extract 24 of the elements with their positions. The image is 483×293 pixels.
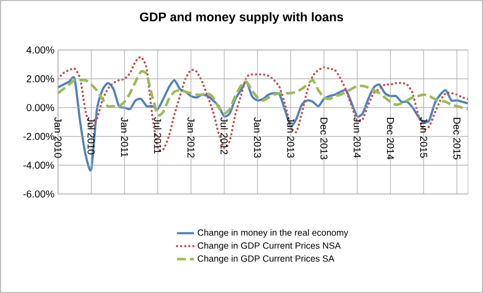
x-tick-label: Jan 2013 (254, 117, 261, 158)
y-tick-label: 0.00% (26, 104, 54, 112)
y-tick-label: 2.00% (26, 75, 54, 82)
legend-label: Change in GDP Current Prices NSA (198, 242, 341, 251)
chart-title: GDP and money supply with loans (140, 12, 344, 24)
y-tick-label: -6.00% (23, 190, 54, 198)
line-series (58, 70, 468, 116)
x-tick-label: Jul 2010 (88, 117, 95, 154)
x-tick-label: Jul 2011 (154, 117, 162, 154)
x-tick-label: Jan 2011 (120, 117, 128, 157)
x-tick-label: Jun 2013 (287, 117, 294, 158)
x-tick-label: Jan 2010 (54, 117, 62, 158)
y-tick-label: -2.00% (23, 132, 54, 140)
x-tick-label: Dec 2014 (386, 118, 394, 160)
y-tick-label: 4.00% (26, 46, 54, 54)
x-tick-label: Jan 2012 (187, 117, 194, 158)
legend-label: Change in money in the real economy (198, 229, 348, 238)
x-tick-label: Dec 2015 (453, 118, 460, 160)
x-tick-label: Jun 2015 (420, 117, 428, 158)
x-tick-label: Jul 2012 (220, 117, 228, 154)
y-tick-label: -4.00% (23, 162, 54, 169)
legend-label: Change in GDP Current Prices SA (198, 255, 334, 264)
x-tick-label: Jun 2014 (354, 117, 361, 158)
x-tick-label: Dec 2013 (320, 118, 328, 160)
